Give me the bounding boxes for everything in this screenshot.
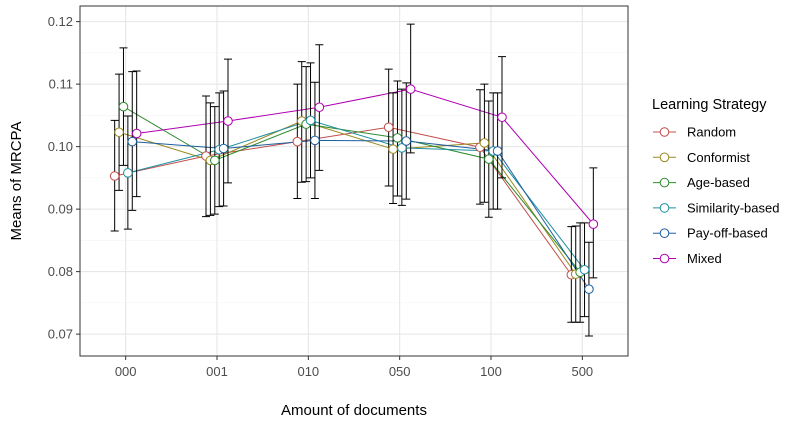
legend-key-marker bbox=[659, 253, 670, 264]
data-point bbox=[292, 136, 303, 147]
data-point bbox=[109, 171, 120, 181]
data-point bbox=[584, 284, 594, 294]
data-point bbox=[218, 143, 229, 154]
data-point bbox=[497, 112, 507, 123]
data-point bbox=[305, 115, 316, 126]
data-point bbox=[492, 146, 503, 156]
data-point bbox=[579, 264, 590, 275]
y-tick-label: 0.12 bbox=[48, 14, 73, 29]
legend-key-marker bbox=[659, 152, 670, 163]
y-tick-label: 0.11 bbox=[49, 77, 73, 92]
legend-label: Similarity-based bbox=[687, 200, 779, 215]
data-point bbox=[479, 138, 490, 148]
legend-label: Age-based bbox=[687, 175, 750, 190]
data-point bbox=[405, 84, 416, 94]
x-tick-label: 500 bbox=[571, 364, 593, 379]
data-point bbox=[223, 116, 233, 126]
grid-major bbox=[80, 6, 628, 356]
x-tick-label: 010 bbox=[297, 364, 319, 379]
legend-label: Random bbox=[687, 125, 736, 140]
data-point bbox=[127, 136, 138, 147]
series-line bbox=[136, 88, 594, 225]
data-point bbox=[310, 135, 320, 146]
data-point bbox=[383, 122, 394, 133]
data-point bbox=[397, 143, 407, 153]
legend-key-marker bbox=[659, 177, 670, 188]
legend-label: Mixed bbox=[687, 251, 722, 266]
data-point bbox=[314, 102, 325, 113]
plot-panel bbox=[80, 6, 628, 356]
y-axis: 0.07 0.08 0.09 0.10 0.11 0.12 bbox=[48, 14, 80, 342]
series-line bbox=[132, 139, 590, 290]
data-point bbox=[588, 219, 599, 229]
data-point bbox=[392, 133, 403, 143]
series-points bbox=[109, 84, 599, 294]
data-point bbox=[401, 136, 412, 146]
x-tick-label: 100 bbox=[480, 364, 502, 379]
y-tick-label: 0.07 bbox=[48, 327, 73, 342]
legend-key-marker bbox=[659, 228, 670, 238]
data-point bbox=[210, 155, 220, 166]
y-tick-label: 0.10 bbox=[48, 139, 73, 154]
data-point bbox=[388, 144, 398, 154]
data-point bbox=[123, 168, 133, 178]
legend-key-marker bbox=[659, 127, 670, 137]
legend: Learning Strategy Random Conformist Age-ba… bbox=[652, 97, 779, 266]
x-tick-label: 001 bbox=[206, 364, 228, 379]
legend-label: Conformist bbox=[687, 150, 750, 165]
legend-key-marker bbox=[659, 203, 670, 213]
x-axis-title: Amount of documents bbox=[281, 402, 427, 419]
data-point bbox=[114, 127, 124, 138]
data-point bbox=[131, 128, 142, 139]
data-point bbox=[118, 101, 129, 112]
y-axis-title: Means of MRCPA bbox=[8, 122, 25, 241]
legend-title: Learning Strategy bbox=[652, 97, 767, 113]
plot-border bbox=[79, 5, 629, 357]
y-tick-label: 0.09 bbox=[48, 202, 73, 217]
grid-minor bbox=[80, 52, 628, 304]
series-line bbox=[114, 126, 572, 276]
legend-label: Pay-off-based bbox=[687, 226, 768, 241]
x-tick-label: 050 bbox=[389, 364, 411, 379]
x-tick-label: 000 bbox=[115, 364, 137, 379]
y-tick-label: 0.08 bbox=[48, 264, 73, 279]
data-point bbox=[484, 154, 494, 164]
x-axis: 000 001 010 050 100 500 bbox=[115, 356, 593, 379]
